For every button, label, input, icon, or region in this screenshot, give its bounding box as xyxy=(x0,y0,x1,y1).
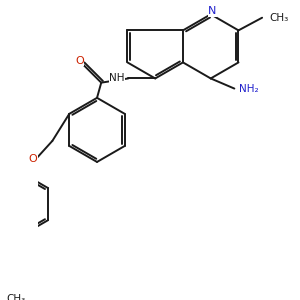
Text: O: O xyxy=(75,56,84,66)
Text: CH₃: CH₃ xyxy=(7,293,26,300)
Text: CH₃: CH₃ xyxy=(270,13,289,23)
Text: NH₂: NH₂ xyxy=(238,84,258,94)
Text: O: O xyxy=(28,154,38,164)
Text: NH: NH xyxy=(110,73,125,82)
Text: N: N xyxy=(208,6,217,16)
